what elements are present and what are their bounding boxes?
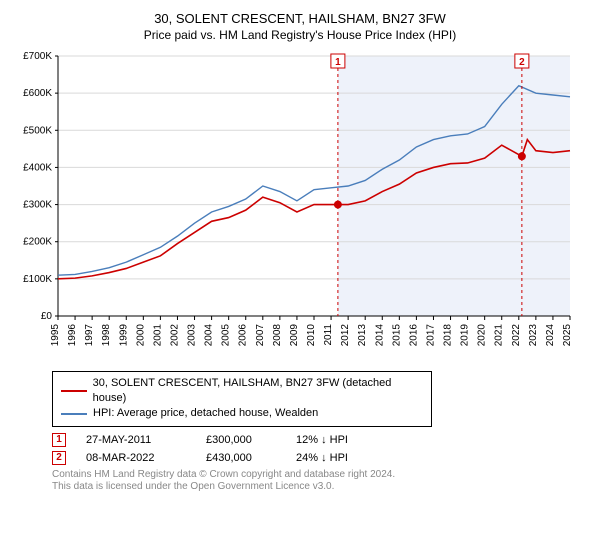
event-row: 1 27-MAY-2011 £300,000 12% ↓ HPI — [52, 433, 588, 447]
legend-label-hpi: HPI: Average price, detached house, Weal… — [93, 406, 318, 421]
svg-text:2004: 2004 — [204, 323, 215, 346]
svg-text:£600K: £600K — [23, 88, 52, 99]
event-delta: 12% ↓ HPI — [296, 434, 386, 446]
svg-text:2022: 2022 — [511, 323, 522, 346]
legend-row: 30, SOLENT CRESCENT, HAILSHAM, BN27 3FW … — [61, 376, 423, 407]
footer-line: This data is licensed under the Open Gov… — [52, 481, 588, 494]
svg-text:2007: 2007 — [255, 323, 266, 346]
svg-text:2020: 2020 — [477, 323, 488, 346]
svg-text:1995: 1995 — [50, 323, 61, 346]
line-chart-svg: £0 £100K £200K £300K £400K £500K £600K £700K 199… — [12, 48, 588, 358]
svg-text:2009: 2009 — [289, 323, 300, 346]
svg-text:£300K: £300K — [23, 199, 52, 210]
svg-text:£100K: £100K — [23, 273, 52, 284]
event-marker-2: 2 — [52, 451, 66, 465]
svg-text:2014: 2014 — [374, 323, 385, 346]
event-marker-1: 1 — [52, 433, 66, 447]
svg-text:1998: 1998 — [101, 323, 112, 346]
svg-text:1997: 1997 — [84, 323, 95, 346]
svg-text:2019: 2019 — [460, 323, 471, 346]
svg-text:£700K: £700K — [23, 51, 52, 62]
svg-text:2011: 2011 — [323, 323, 334, 345]
svg-text:2013: 2013 — [357, 323, 368, 346]
event-date: 27-MAY-2011 — [86, 434, 186, 446]
svg-text:2018: 2018 — [443, 323, 454, 346]
svg-text:2015: 2015 — [391, 323, 402, 346]
svg-text:1999: 1999 — [118, 323, 129, 346]
svg-text:2002: 2002 — [169, 323, 180, 346]
svg-text:£0: £0 — [41, 311, 53, 322]
chart-legend: 30, SOLENT CRESCENT, HAILSHAM, BN27 3FW … — [52, 371, 432, 427]
svg-text:2017: 2017 — [425, 323, 436, 346]
chart-area: £0 £100K £200K £300K £400K £500K £600K £700K 199… — [12, 48, 588, 363]
footer-line: Contains HM Land Registry data © Crown c… — [52, 469, 588, 482]
event-date: 08-MAR-2022 — [86, 452, 186, 464]
legend-swatch-hpi — [61, 413, 87, 415]
svg-text:2023: 2023 — [528, 323, 539, 346]
svg-text:2005: 2005 — [221, 323, 232, 346]
svg-text:2010: 2010 — [306, 323, 317, 346]
svg-text:1: 1 — [335, 57, 341, 68]
svg-text:2021: 2021 — [494, 323, 505, 346]
event-price: £300,000 — [206, 434, 276, 446]
svg-text:2003: 2003 — [187, 323, 198, 346]
legend-label-property: 30, SOLENT CRESCENT, HAILSHAM, BN27 3FW … — [93, 376, 423, 407]
event-delta: 24% ↓ HPI — [296, 452, 386, 464]
event-row: 2 08-MAR-2022 £430,000 24% ↓ HPI — [52, 451, 588, 465]
chart-title: 30, SOLENT CRESCENT, HAILSHAM, BN27 3FW — [12, 10, 588, 28]
legend-swatch-property — [61, 390, 87, 392]
svg-text:2: 2 — [519, 57, 525, 68]
svg-text:2000: 2000 — [135, 323, 146, 346]
svg-text:2024: 2024 — [545, 323, 556, 346]
svg-text:1996: 1996 — [67, 323, 78, 346]
svg-text:2001: 2001 — [152, 323, 163, 346]
events-table: 1 27-MAY-2011 £300,000 12% ↓ HPI 2 08-MA… — [52, 433, 588, 465]
svg-text:2008: 2008 — [272, 323, 283, 346]
footer-attribution: Contains HM Land Registry data © Crown c… — [52, 469, 588, 494]
svg-text:£400K: £400K — [23, 162, 52, 173]
event-price: £430,000 — [206, 452, 276, 464]
chart-subtitle: Price paid vs. HM Land Registry's House … — [12, 28, 588, 42]
svg-text:£200K: £200K — [23, 236, 52, 247]
legend-row: HPI: Average price, detached house, Weal… — [61, 406, 423, 421]
svg-text:2025: 2025 — [562, 323, 573, 346]
svg-text:2016: 2016 — [408, 323, 419, 346]
svg-text:2012: 2012 — [340, 323, 351, 346]
svg-text:2006: 2006 — [238, 323, 249, 346]
svg-text:£500K: £500K — [23, 125, 52, 136]
